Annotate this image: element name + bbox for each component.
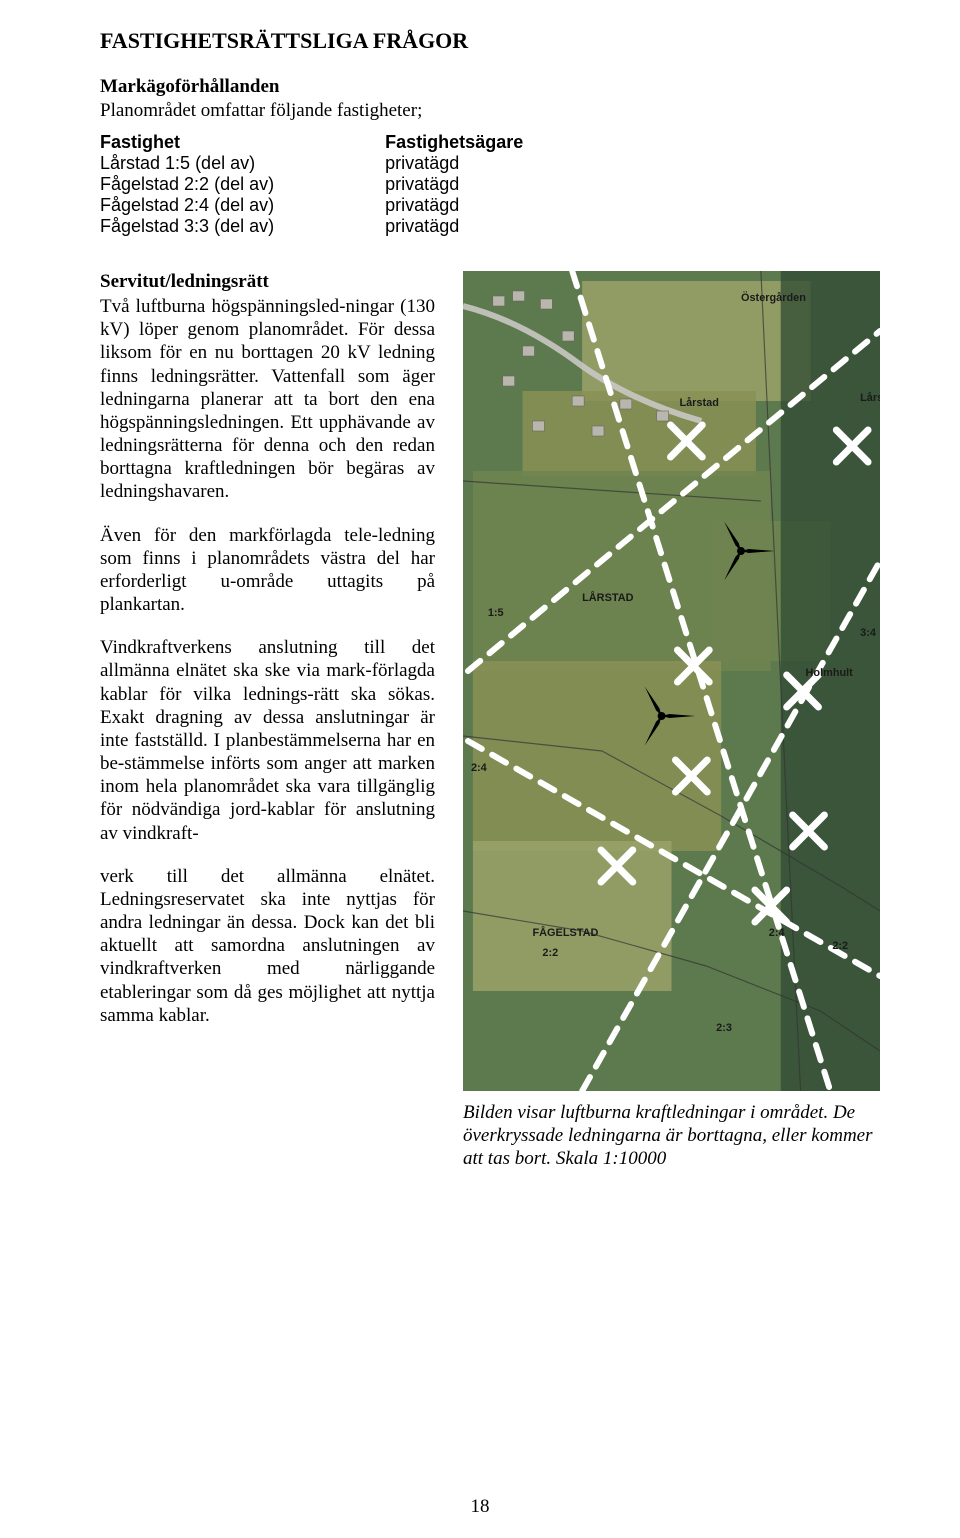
svg-text:Östergården: Östergården <box>741 291 806 304</box>
servitut-p2: Även för den markförlagda tele-ledning s… <box>100 524 435 617</box>
servitut-p1: Två luftburna högspänningsled-ningar (13… <box>100 295 435 504</box>
svg-text:2:4: 2:4 <box>769 927 786 939</box>
svg-text:Holmhult: Holmhult <box>806 667 854 679</box>
svg-text:Lårstad: Lårstad <box>679 397 718 409</box>
servitut-p3: Vindkraftverkens anslutning till det all… <box>100 636 435 845</box>
svg-text:2:3: 2:3 <box>716 1022 732 1034</box>
section-title: FASTIGHETSRÄTTSLIGA FRÅGOR <box>100 28 880 54</box>
ownership-heading: Markägoförhållanden <box>100 76 880 98</box>
table-header-col2: Fastighetsägare <box>385 132 620 153</box>
page-number: 18 <box>0 1496 960 1518</box>
table-row: Fågelstad 2:4 (del av) privatägd <box>100 195 620 216</box>
servitut-heading: Servitut/ledningsrätt <box>100 271 435 293</box>
map-caption: Bilden visar luftburna kraftledningar i … <box>463 1101 880 1171</box>
table-row: Lårstad 1:5 (del av) privatägd <box>100 153 620 174</box>
svg-text:LÅRSTAD: LÅRSTAD <box>582 591 633 604</box>
table-cell: Lårstad 1:5 (del av) <box>100 153 385 174</box>
svg-text:2:2: 2:2 <box>542 947 558 959</box>
map-image: Östergården Lårstad LÅRSTAD 1:5 Holmhult 3:4 L… <box>463 271 880 1091</box>
svg-text:1:5: 1:5 <box>488 607 504 619</box>
table-cell: privatägd <box>385 153 620 174</box>
svg-text:FÅGELSTAD: FÅGELSTAD <box>533 926 599 939</box>
table-header-col1: Fastighet <box>100 132 385 153</box>
table-row: Fågelstad 2:2 (del av) privatägd <box>100 174 620 195</box>
table-cell: privatägd <box>385 216 620 237</box>
svg-text:3:4: 3:4 <box>860 627 877 639</box>
table-cell: privatägd <box>385 174 620 195</box>
table-cell: Fågelstad 2:4 (del av) <box>100 195 385 216</box>
svg-text:2:4: 2:4 <box>471 762 488 774</box>
table-row: Fågelstad 3:3 (del av) privatägd <box>100 216 620 237</box>
table-cell: Fågelstad 3:3 (del av) <box>100 216 385 237</box>
ownership-intro: Planområdet omfattar följande fastighete… <box>100 100 880 122</box>
table-cell: Fågelstad 2:2 (del av) <box>100 174 385 195</box>
svg-text:2:2: 2:2 <box>832 940 848 952</box>
svg-text:Lårstad v: Lårstad v <box>860 392 880 404</box>
servitut-p4: verk till det allmänna elnätet. Lednings… <box>100 865 435 1027</box>
property-table: Fastighet Fastighetsägare Lårstad 1:5 (d… <box>100 132 620 237</box>
table-cell: privatägd <box>385 195 620 216</box>
